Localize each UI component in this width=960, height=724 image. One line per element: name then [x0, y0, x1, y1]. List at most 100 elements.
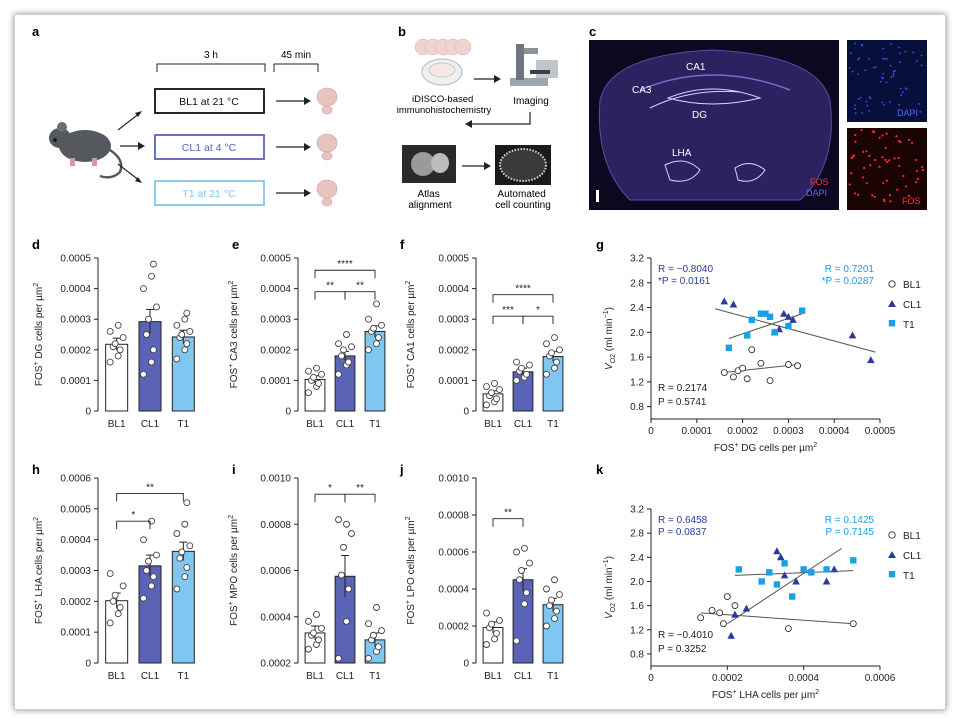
data-point	[145, 557, 152, 565]
data-point-bl1	[723, 593, 731, 601]
data-point-cl1	[830, 565, 838, 573]
data-point	[114, 352, 122, 360]
significance-bracket	[492, 315, 524, 325]
data-point-bl1	[748, 346, 756, 354]
significance-bracket	[314, 291, 346, 300]
data-point	[543, 370, 550, 378]
data-point-bl1	[743, 375, 751, 383]
x-tick-label: T1	[369, 671, 381, 682]
panel-c: CA1 CA3 DG LHA FOS DAPI DAPI FOS	[589, 40, 927, 210]
data-point	[178, 331, 186, 338]
y-tick-label: 0.0001	[60, 628, 91, 639]
fit-line-cl1	[714, 308, 876, 353]
legend-marker-cl1	[888, 300, 896, 307]
data-point	[373, 340, 380, 348]
data-point	[493, 629, 500, 637]
data-point	[370, 324, 377, 332]
data-point	[153, 551, 160, 559]
data-point-cl1	[780, 571, 789, 579]
chart-k: 0 0.0002 0.0004 0.0006 0.8 1.2 1.6 2.0 2.4 2.8 3.2…	[603, 505, 922, 702]
chart-i: 0.0002 0.0004 0.0006 0.0008 0.0010 FOS+ MPO c…	[228, 474, 386, 682]
data-point	[343, 617, 350, 625]
y-tick-label: 0.0002	[438, 345, 469, 356]
panel-letter-a: a	[32, 24, 40, 39]
x-tick-label: 0.0004	[819, 426, 850, 437]
data-point-bl1	[766, 377, 774, 385]
y-axis-label: FOS+ DG cells per µm2	[33, 283, 45, 386]
significance-bracket	[116, 492, 184, 502]
x-tick-label: 0.0003	[773, 426, 804, 437]
data-point	[305, 617, 312, 625]
data-point-cl1	[822, 577, 831, 585]
data-point	[556, 346, 563, 354]
step-label-idisco: iDISCO-based immunohistochemistry	[397, 94, 492, 116]
data-point	[183, 499, 191, 507]
x-tick-label: 0.0006	[865, 673, 896, 684]
y-tick-label: 0.0002	[438, 622, 469, 633]
stat-t1-r: R = 0.1425	[825, 515, 875, 526]
legend-dapi: DAPI	[806, 188, 827, 198]
data-point	[338, 352, 345, 360]
data-point	[305, 645, 312, 653]
data-point-bl1	[757, 359, 765, 367]
data-point	[513, 376, 520, 384]
condition-label-bl1: BL1 at 21 °C	[179, 96, 239, 108]
panel-letter-h: h	[32, 462, 40, 477]
data-point	[551, 576, 558, 584]
data-point	[111, 340, 119, 348]
data-point	[145, 315, 152, 323]
data-point	[348, 530, 355, 537]
chart-d: 0 0.0001 0.0002 0.0003 0.0004 0.0005 FOS+ DG c…	[33, 254, 195, 430]
y-tick-label: 0.0008	[438, 511, 469, 522]
fit-line-cl1	[727, 547, 843, 625]
y-tick-label: 0.0003	[60, 566, 91, 577]
data-point	[483, 401, 490, 409]
data-point	[116, 604, 124, 611]
data-point-bl1	[849, 620, 857, 628]
data-point	[106, 619, 114, 627]
stat-t1-p: *P = 0.0287	[822, 276, 875, 287]
chart-f: 0 0.0001 0.0002 0.0003 0.0004 0.0005 FOS+ CA1 …	[405, 254, 564, 430]
y-tick-label: 0.0005	[60, 504, 91, 515]
condition-box-cl1	[154, 134, 265, 160]
x-tick-label: CL1	[141, 419, 160, 430]
data-point	[513, 637, 520, 645]
data-point-t1	[725, 344, 733, 351]
stat-cl1-r: R = −0.8040	[658, 264, 713, 275]
panel-b: iDISCO-based immunohistochemistry Imagin…	[397, 38, 558, 211]
y-axis-label: FOS+ CA3 cells per µm2	[228, 281, 240, 389]
data-point-t1	[823, 566, 830, 573]
data-point	[173, 585, 181, 593]
data-point-t1	[766, 569, 773, 576]
y-tick-label: 0.0010	[438, 474, 469, 485]
panel-a: 3 h 45 min BL1 at 21 °C CL1 at 4 °C T1 a…	[49, 50, 338, 207]
legend-fos: FOS	[810, 177, 829, 187]
y-tick-label: 0.0006	[60, 474, 91, 485]
legend-label-t1: T1	[903, 571, 915, 582]
y-tick-label: 0.0008	[260, 520, 291, 531]
y-tick-label: 1.2	[630, 625, 644, 636]
data-point	[483, 641, 490, 648]
data-point-bl1	[720, 369, 728, 377]
y-tick-label: 0.0004	[260, 612, 291, 623]
data-point-bl1	[784, 625, 792, 633]
data-point	[548, 596, 555, 604]
data-point	[173, 321, 181, 329]
data-point	[483, 609, 490, 617]
data-point	[548, 349, 555, 357]
data-point	[148, 358, 155, 366]
data-point-t1	[735, 566, 742, 573]
data-point	[375, 643, 382, 651]
data-point	[496, 617, 503, 624]
significance-label: *	[536, 305, 540, 316]
data-point-bl1	[794, 362, 802, 370]
y-tick-label: 1.2	[630, 377, 644, 388]
y-tick-label: 2.4	[630, 303, 644, 314]
data-point	[114, 610, 122, 618]
y-tick-label: 0.0003	[260, 315, 291, 326]
panel-letter-b: b	[398, 24, 406, 39]
data-point	[111, 591, 119, 599]
data-point-cl1	[731, 610, 739, 618]
legend-marker-cl1	[888, 551, 896, 558]
x-axis-label: FOS+ LHA cells per µm2	[712, 689, 819, 701]
